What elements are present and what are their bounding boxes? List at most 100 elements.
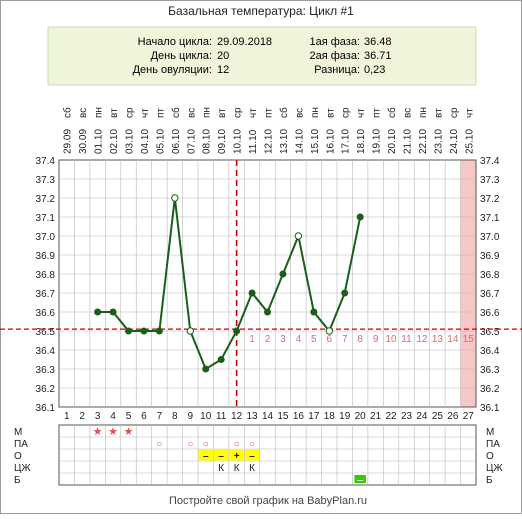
y-tick-label-right: 36.3 <box>480 365 500 376</box>
table-row-label-left: Б <box>14 475 21 486</box>
date-label: 30.09 <box>78 129 89 154</box>
date-label: 04.10 <box>140 129 151 154</box>
weekday-label: сб <box>278 107 290 118</box>
date-label: 11.10 <box>248 129 259 154</box>
phase2-day-label: 9 <box>373 334 379 345</box>
weekday-label: пн <box>310 107 321 118</box>
date-label: 03.10 <box>125 129 136 154</box>
date-label: 17.10 <box>341 129 352 154</box>
table-cell-fill <box>354 475 366 483</box>
table-cell-mark: К <box>218 463 224 474</box>
table-cell-mark: ○ <box>203 439 209 450</box>
table-cell-mark: – <box>218 451 224 462</box>
phase2-day-label: 7 <box>342 334 348 345</box>
weekday-label: пн <box>202 107 213 118</box>
table-cell-fill <box>229 449 244 461</box>
x-tick-label: 7 <box>157 411 163 422</box>
temperature-point <box>155 327 163 335</box>
table-cell-mark: ★ <box>124 426 134 438</box>
y-tick-label-right: 37.3 <box>480 175 500 186</box>
date-label: 21.10 <box>403 129 414 154</box>
weekday-label: сб <box>386 107 398 118</box>
weekday-label: чт <box>356 108 367 118</box>
date-label: 14.10 <box>294 129 305 154</box>
date-label: 23.10 <box>433 129 444 154</box>
table-cell-mark: ★ <box>108 426 118 438</box>
y-tick-label-left: 36.5 <box>36 327 56 338</box>
x-tick-label: 14 <box>262 411 274 422</box>
phase2-day-label: 4 <box>296 334 302 345</box>
phase2-day-label: 6 <box>326 334 332 345</box>
weekday-label: ср <box>341 107 352 118</box>
x-tick-label: 16 <box>293 411 305 422</box>
date-label: 12.10 <box>264 129 275 154</box>
table-row-label-left: ЦЖ <box>14 463 31 474</box>
y-tick-label-right: 36.5 <box>480 327 500 338</box>
table-row-label-left: ПА <box>14 439 28 450</box>
phase2-value: 36.71 <box>364 50 392 62</box>
date-label: 02.10 <box>109 129 120 154</box>
cycle-day-label: День цикла: <box>151 50 212 62</box>
info-panel <box>47 26 477 86</box>
y-tick-label-left: 36.1 <box>36 403 56 414</box>
date-label: 20.10 <box>387 129 398 154</box>
y-tick-label-left: 37.2 <box>36 194 56 205</box>
date-label: 09.10 <box>217 129 228 154</box>
table-row-label-right: М <box>486 427 494 438</box>
y-tick-label-left: 37.1 <box>36 213 56 224</box>
phase2-day-label: 2 <box>265 334 271 345</box>
date-label: 15.10 <box>310 129 321 154</box>
cycle-start-label: Начало цикла: <box>138 36 212 48</box>
x-tick-label: 4 <box>110 411 116 422</box>
date-label: 07.10 <box>186 129 197 154</box>
highlight-column <box>460 160 476 407</box>
y-tick-label-left: 37.3 <box>36 175 56 186</box>
ovulation-day-value: 12 <box>217 64 229 76</box>
y-tick-label-left: 37.0 <box>36 232 56 243</box>
x-tick-label: 8 <box>172 411 178 422</box>
date-label: 08.10 <box>202 129 213 154</box>
x-tick-label: 17 <box>308 411 320 422</box>
temperature-point <box>171 194 179 202</box>
x-tick-label: 10 <box>200 411 212 422</box>
weekday-label: ср <box>233 107 244 118</box>
phase2-day-label: 8 <box>357 334 363 345</box>
date-label: 10.10 <box>233 129 244 154</box>
table-cell-mark: ○ <box>234 439 240 450</box>
phase2-day-label: 14 <box>447 334 459 345</box>
x-tick-label: 23 <box>401 411 413 422</box>
date-label: 05.10 <box>155 129 166 154</box>
y-tick-label-right: 36.8 <box>480 270 500 281</box>
x-tick-label: 24 <box>416 411 428 422</box>
y-tick-label-left: 36.3 <box>36 365 56 376</box>
phase2-label: 2ая фаза: <box>309 50 360 62</box>
y-tick-label-right: 36.2 <box>480 384 500 395</box>
weekday-label: вс <box>186 108 197 118</box>
table-cell-mark: ○ <box>156 439 162 450</box>
y-tick-label-right: 36.4 <box>480 346 500 357</box>
table-frame <box>58 424 477 486</box>
date-label: 22.10 <box>418 129 429 154</box>
chart-title: Базальная температура: Цикл #1 <box>168 4 354 18</box>
y-tick-label-right: 37.2 <box>480 194 500 205</box>
weekday-label: сб <box>62 107 74 118</box>
x-tick-label: 15 <box>277 411 289 422</box>
weekday-label: вт <box>433 108 444 118</box>
x-tick-label: 20 <box>355 411 367 422</box>
y-tick-label-left: 36.4 <box>36 346 56 357</box>
date-label: 19.10 <box>372 129 383 154</box>
table-cell-mark: + <box>234 451 240 462</box>
phase2-day-label: 12 <box>416 334 428 345</box>
table-row-label-left: М <box>14 427 22 438</box>
y-tick-label-right: 37.0 <box>480 232 500 243</box>
phase2-day-label: 11 <box>401 334 412 345</box>
plot-frame <box>58 159 477 408</box>
temperature-point <box>125 327 132 335</box>
temperature-point <box>140 327 148 335</box>
table-cell-mark: – <box>203 451 209 462</box>
x-tick-label: 18 <box>324 411 336 422</box>
phase2-day-label: 10 <box>385 334 397 345</box>
date-label: 29.09 <box>63 129 74 154</box>
